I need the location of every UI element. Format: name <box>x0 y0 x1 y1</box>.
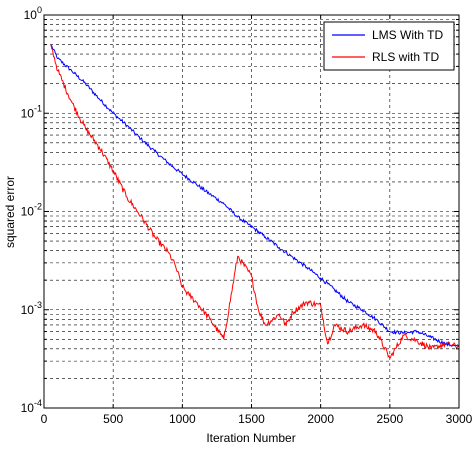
x-tick-label: 2000 <box>307 412 334 426</box>
x-tick-label: 1000 <box>169 412 196 426</box>
plot-frame <box>43 14 460 409</box>
series-layer <box>50 44 460 360</box>
tick-labels: 0 500 1000 1500 2000 2500 3000 10-4 10-3 10-2 10-1… <box>21 5 473 426</box>
x-tick-label: 2500 <box>376 412 403 426</box>
series-line-rls <box>50 44 460 360</box>
y-axis-label: squared error <box>3 176 17 248</box>
legend: LMS With TD RLS with TD <box>323 21 455 71</box>
x-axis-label: Iteration Number <box>206 431 295 445</box>
x-tick-label: 0 <box>41 412 48 426</box>
x-tick-label: 500 <box>103 412 123 426</box>
plot-area <box>43 14 460 409</box>
y-tick-label: 10-4 <box>21 398 42 415</box>
legend-box <box>323 21 455 71</box>
y-tick-label: 10-2 <box>21 202 42 219</box>
x-tick-label: 3000 <box>446 412 473 426</box>
series-line-lms <box>50 44 460 348</box>
legend-label-rls: RLS with TD <box>372 50 439 64</box>
legend-label-lms: LMS With TD <box>372 28 443 42</box>
x-tick-label: 1500 <box>238 412 265 426</box>
y-tick-label: 10-3 <box>21 300 42 317</box>
y-tick-label: 100 <box>24 5 42 22</box>
y-tick-label: 10-1 <box>21 103 42 120</box>
